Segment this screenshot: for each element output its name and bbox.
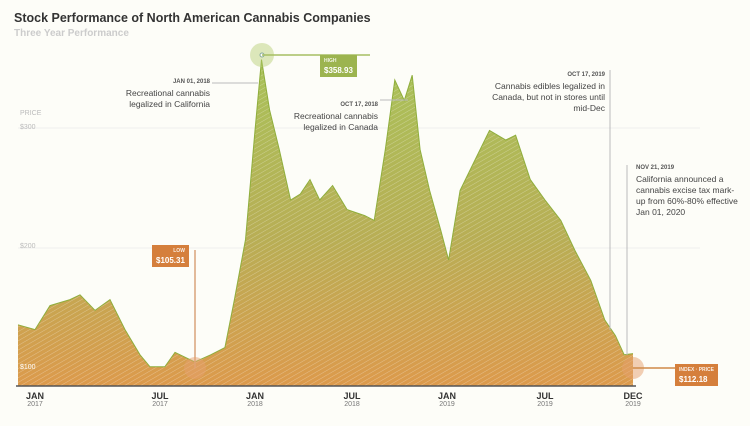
y-axis-label: PRICE: [20, 110, 42, 117]
x-tick: JAN 2018: [235, 391, 275, 408]
x-tick-year: 2017: [27, 401, 43, 408]
x-tick-month: JUL: [151, 391, 169, 401]
current-label: INDEX · PRICE $112.18: [675, 364, 719, 386]
x-tick-year: 2019: [625, 401, 641, 408]
chart-subtitle: Three Year Performance: [14, 28, 129, 39]
low-label: LOW $105.31: [152, 245, 189, 267]
annotation-edibles: OCT 17, 2019 Cannabis edibles legalized i…: [492, 72, 605, 113]
x-tick-year: 2018: [344, 401, 360, 408]
x-tick-year: 2019: [439, 401, 455, 408]
x-tick-month: JAN: [437, 391, 456, 401]
x-tick-month: JUL: [536, 391, 554, 401]
x-tick-month: JUL: [343, 391, 361, 401]
chart-title: Stock Performance of North American Cann…: [14, 11, 371, 25]
x-tick-year: 2019: [537, 401, 553, 408]
x-tick: JUL 2017: [140, 391, 180, 408]
y-tick-200: $200: [20, 243, 36, 250]
x-tick-year: 2018: [247, 401, 263, 408]
x-tick-year: 2017: [152, 401, 168, 408]
x-tick: JAN 2017: [15, 391, 55, 408]
x-tick: DEC 2019: [613, 391, 653, 408]
x-tick-month: JAN: [245, 391, 264, 401]
x-tick: JUL 2018: [332, 391, 372, 408]
high-label: HIGH $358.93: [320, 55, 357, 77]
annotation-ca-legal: JAN 01, 2018 Recreational cannabis legali…: [125, 79, 210, 109]
annotation-canada-legal: OCT 17, 2018 Recreational cannabis legali…: [293, 102, 378, 132]
y-tick-300: $300: [20, 124, 36, 131]
x-tick-month: DEC: [623, 391, 643, 401]
price-line: [17, 59, 634, 368]
annotation-excise: NOV 21, 2019 California announced a canna…: [636, 165, 738, 217]
y-tick-100: $100: [20, 364, 36, 371]
price-area-hatch: [18, 59, 633, 386]
x-tick-month: JAN: [25, 391, 44, 401]
x-tick: JUL 2019: [525, 391, 565, 408]
x-tick: JAN 2019: [427, 391, 467, 408]
low-marker: [184, 357, 206, 379]
